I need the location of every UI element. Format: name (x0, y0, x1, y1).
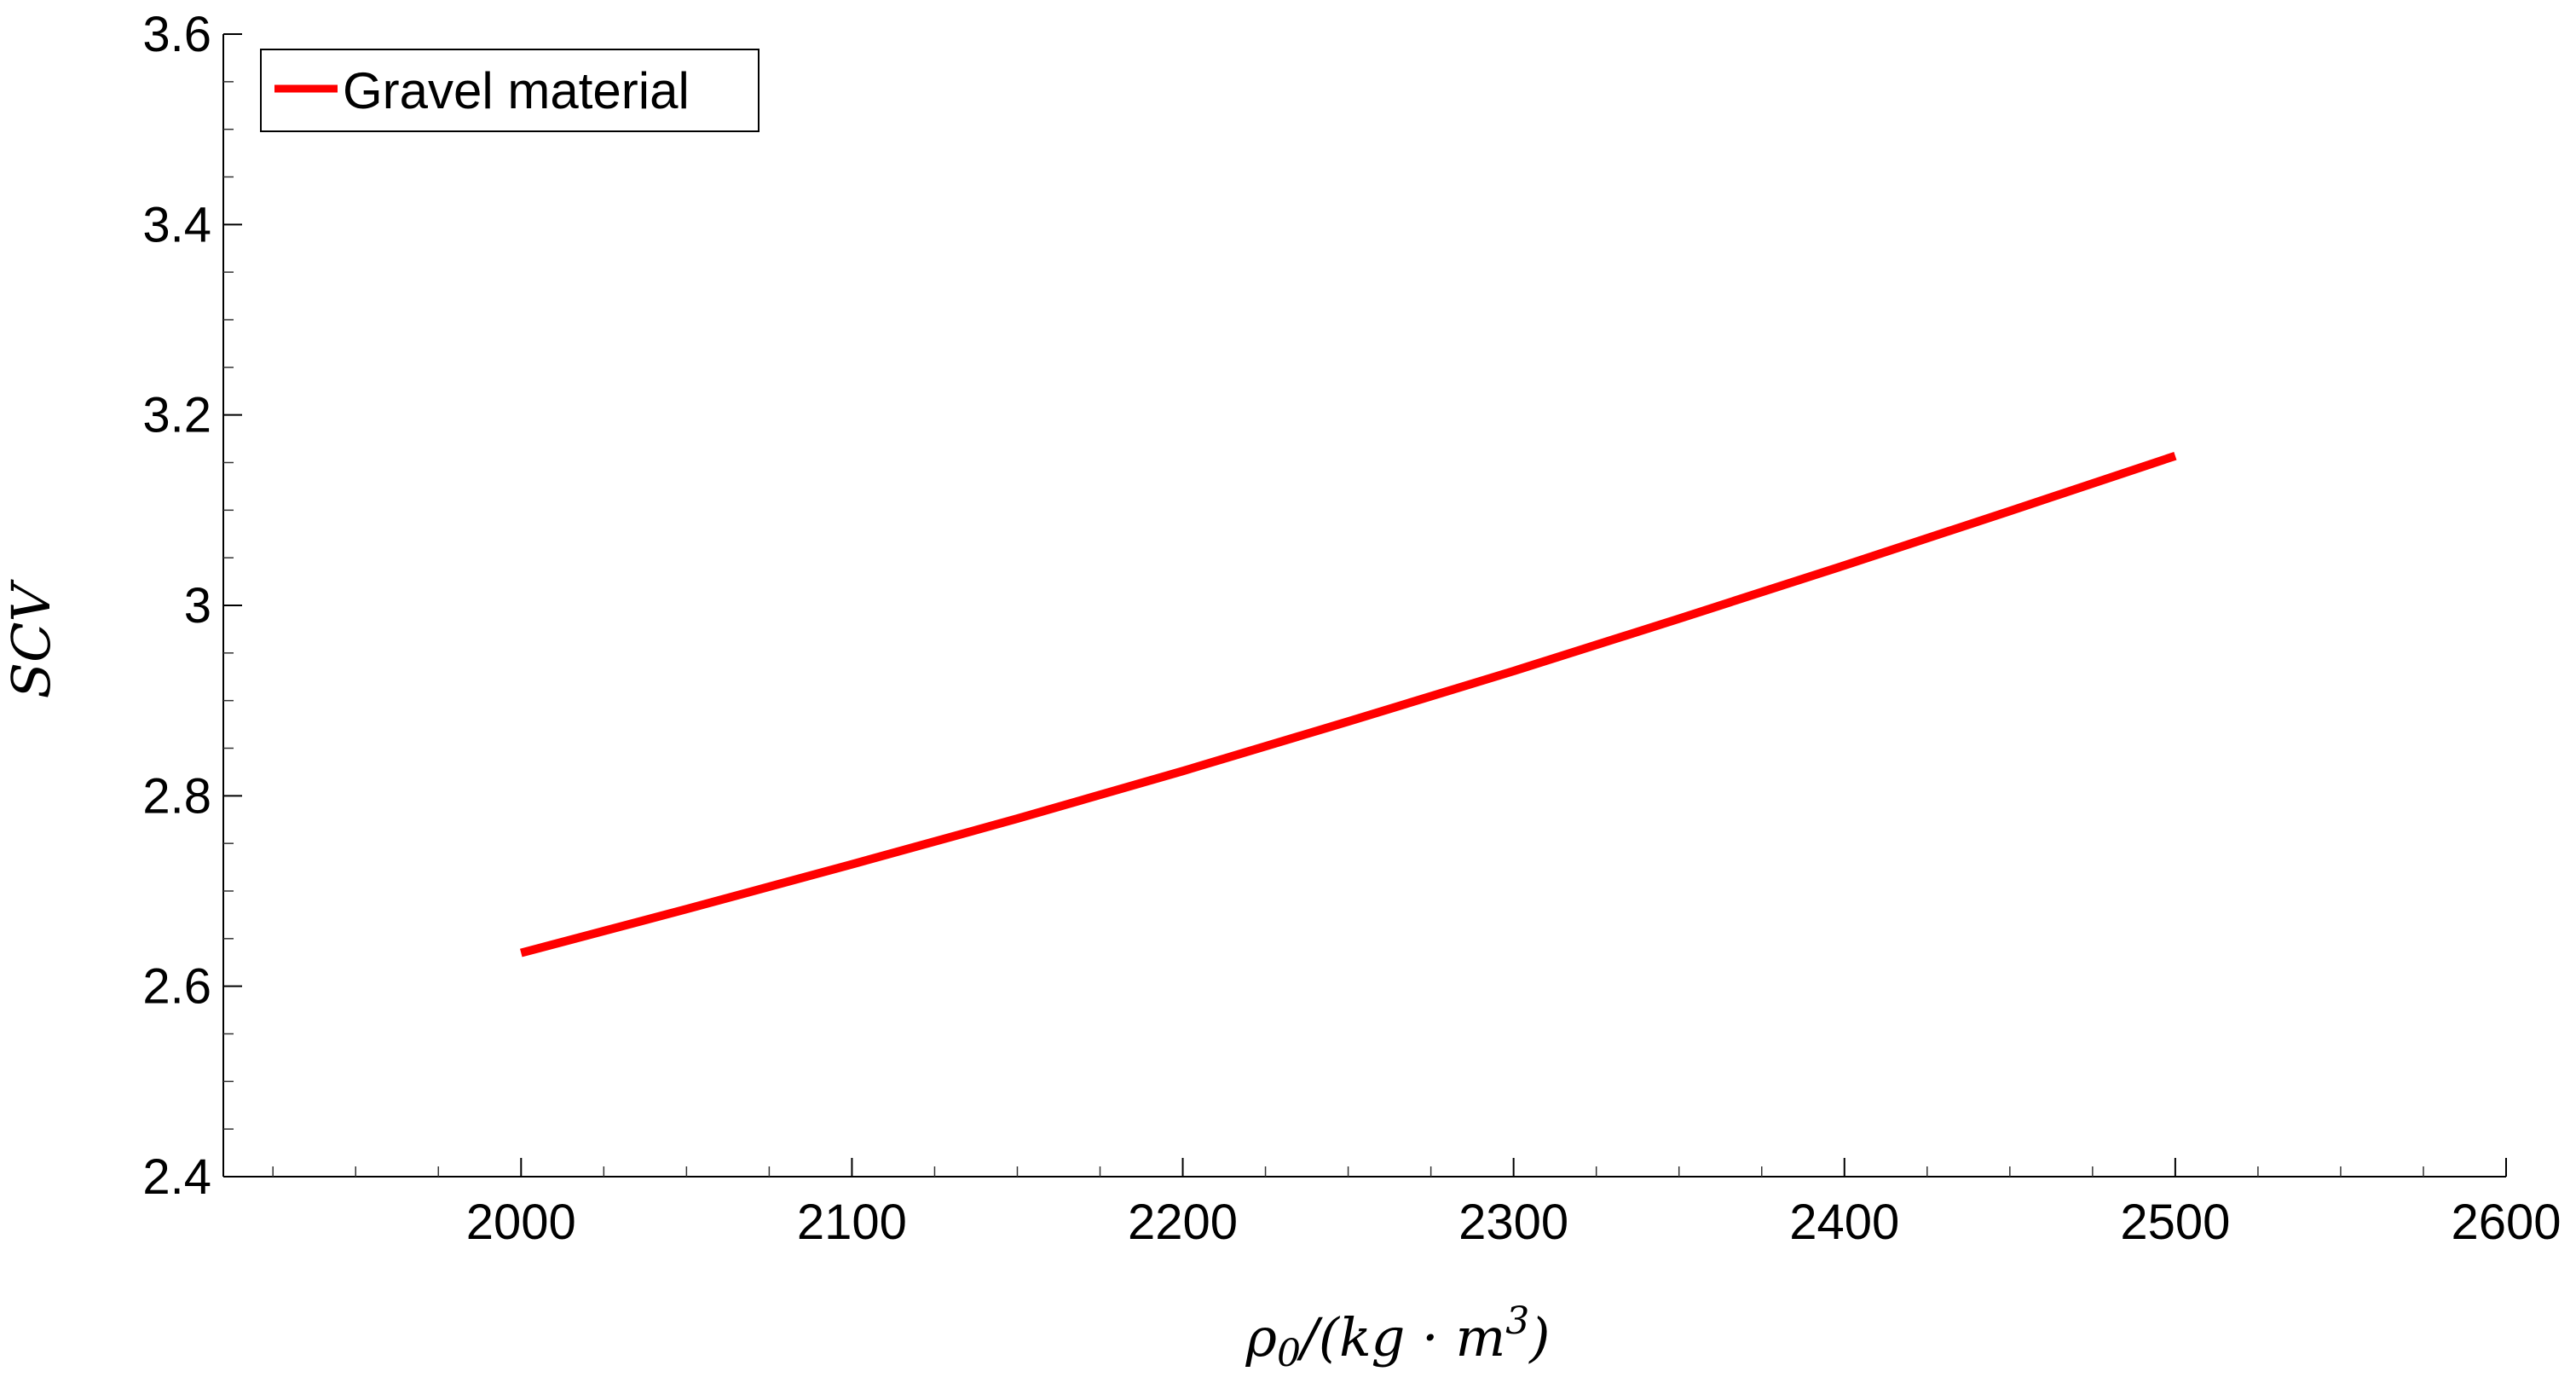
series-group (520, 451, 2177, 958)
x-ticks: 2000 2100 2200 2300 2400 2500 2600 (466, 1158, 2562, 1250)
y-tick-label: 3.2 (142, 388, 211, 443)
x-tick-label: 2100 (797, 1195, 907, 1250)
x-tick-label: 2600 (2451, 1195, 2561, 1250)
x-tick-label: 2400 (1789, 1195, 1899, 1250)
y-tick-label: 3 (184, 578, 211, 634)
x-tick-label: 2200 (1128, 1195, 1238, 1250)
x-axis-title-close: ) (1528, 1306, 1550, 1369)
y-ticks: 2.4 2.6 2.8 3 3.2 3.4 3.6 (142, 7, 242, 1205)
y-tick-label: 3.4 (142, 197, 211, 252)
x-axis-title: ρ0/(kg · m3) (1245, 1299, 1551, 1375)
y-tick-label: 2.4 (142, 1149, 211, 1205)
x-axis-title-rest: /(kg · m (1297, 1306, 1505, 1369)
legend: Gravel material (260, 49, 760, 132)
axes (222, 34, 2506, 1178)
legend-box (260, 49, 760, 132)
minor-ticks (223, 81, 2424, 1177)
x-axis-title-rho: ρ (1245, 1306, 1277, 1369)
legend-label: Gravel material (343, 62, 690, 119)
y-tick-label: 3.6 (142, 7, 211, 62)
y-tick-label: 2.8 (142, 768, 211, 824)
x-tick-label: 2500 (2120, 1195, 2230, 1250)
y-tick-label: 2.6 (142, 959, 211, 1015)
x-tick-label: 2300 (1458, 1195, 1568, 1250)
x-axis-title-subscript: 0 (1277, 1332, 1301, 1375)
y-axis-title: SCV (0, 578, 62, 698)
x-axis-title-superscript: 3 (1505, 1299, 1529, 1343)
series-line-gravel-material (520, 451, 2177, 958)
x-tick-label: 2000 (466, 1195, 576, 1250)
